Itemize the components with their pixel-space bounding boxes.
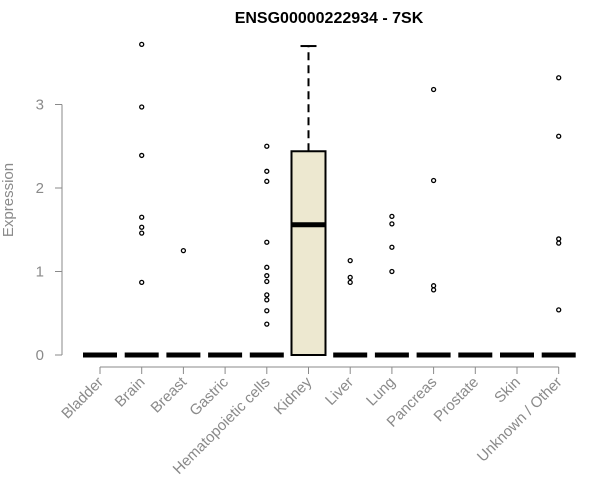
outlier-point [347,257,353,264]
outlier-point [264,143,270,149]
y-tick-label: 2 [36,180,44,197]
outlier-point [264,178,270,184]
outlier-point [389,213,395,220]
box-brain [124,41,159,358]
outlier-point [556,240,562,246]
x-tick-label-liver: Liver [322,374,357,409]
outlier-point [556,75,562,81]
box-hematopoietic-cells [249,143,284,358]
outlier-point [347,279,353,286]
outlier-point [139,224,145,230]
box-lung [374,213,409,358]
outlier-point [430,287,437,293]
outlier-point [264,292,270,298]
x-tick-label-prostate: Prostate [431,374,483,426]
box-rect [290,150,327,356]
x-tick-label-skin: Skin [491,374,524,407]
outlier-point [556,236,562,242]
outlier-point [430,283,437,289]
box-unknown-other [541,75,576,358]
outlier-point [139,230,145,236]
chart-title: ENSG00000222934 - 7SK [235,10,424,27]
outlier-point [139,214,145,220]
outlier-point [264,278,270,285]
boxes-layer [83,41,576,358]
box-liver [333,257,368,358]
x-tick-label-lung: Lung [363,374,399,410]
box-kidney [290,45,327,356]
outlier-point [264,273,270,279]
y-tick-label: 1 [36,264,44,281]
x-tick-label-brain: Brain [112,374,149,411]
y-axis: 0 1 2 3 [36,97,63,364]
outlier-point [264,239,270,245]
x-tick-label-bladder: Bladder [58,374,107,423]
outlier-point [389,221,395,227]
outlier-point [139,152,145,159]
x-tick-label-breast: Breast [148,373,191,416]
outlier-point [430,86,437,93]
outlier-point [556,133,562,139]
outlier-point [264,321,270,327]
y-tick-label: 0 [36,347,44,364]
outlier-point [264,264,270,270]
outlier-point [389,244,395,250]
outlier-point [139,279,145,286]
outlier-point [264,297,270,303]
outlier-point [430,177,437,184]
outlier-point [139,41,145,48]
y-axis-label: Expression [0,163,17,237]
x-tick-label-kidney: Kidney [271,373,316,418]
outlier-point [264,308,270,314]
box-pancreas [416,86,451,358]
outlier-point [264,168,270,174]
box-breast [166,247,201,358]
outlier-point [180,247,187,254]
outlier-point [556,307,562,313]
outlier-point [347,274,353,280]
outlier-point [139,104,145,110]
y-tick-label: 3 [36,97,44,114]
outlier-point [389,268,395,275]
